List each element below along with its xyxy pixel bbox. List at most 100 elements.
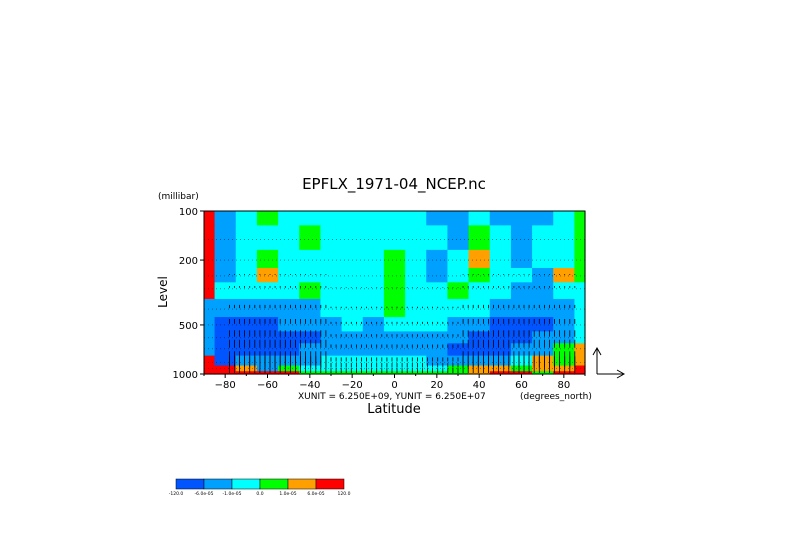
colorbar-label: 0.0 bbox=[256, 491, 263, 497]
contour-cell bbox=[553, 267, 576, 283]
contour-cell bbox=[278, 282, 300, 300]
contour-cell bbox=[532, 371, 554, 375]
contour-cell bbox=[405, 282, 427, 300]
contour-cell bbox=[426, 267, 449, 283]
contour-cell bbox=[468, 249, 491, 269]
contour-cell bbox=[235, 225, 258, 251]
contour-cell bbox=[299, 355, 322, 367]
contour-cell bbox=[383, 317, 406, 332]
contour-cell bbox=[383, 225, 406, 251]
contour-cell bbox=[235, 211, 258, 226]
contour-cell bbox=[468, 355, 491, 367]
contour-cell bbox=[278, 343, 300, 357]
x-axis: −80 −60 −40 −20 0 20 40 60 80 bbox=[203, 374, 586, 391]
contour-cell bbox=[320, 211, 343, 226]
contour-cell bbox=[405, 211, 427, 226]
contour-cell bbox=[341, 371, 364, 375]
contour-cell bbox=[278, 355, 300, 367]
contour-cell bbox=[489, 317, 512, 332]
contour-cell bbox=[510, 211, 533, 226]
contour-cell bbox=[426, 282, 449, 300]
contour-cell bbox=[553, 225, 576, 251]
contour-cell bbox=[447, 317, 470, 332]
x-tick-label: 40 bbox=[473, 380, 486, 391]
contour-cell bbox=[468, 282, 491, 300]
contour-cell bbox=[405, 317, 427, 332]
contour-cell bbox=[426, 365, 449, 372]
contour-cell bbox=[405, 355, 427, 367]
contour-cell bbox=[256, 282, 279, 300]
contour-cell bbox=[532, 225, 554, 251]
contour-cell bbox=[553, 298, 576, 318]
contour-cell bbox=[214, 249, 237, 269]
ep-flux-vectors bbox=[228, 274, 576, 373]
contour-cell bbox=[405, 371, 427, 375]
contour-cell bbox=[532, 267, 554, 283]
contour-cell bbox=[574, 298, 586, 318]
colorbar-swatch bbox=[203, 478, 233, 490]
contour-cell bbox=[447, 211, 470, 226]
contour-cell bbox=[426, 371, 449, 375]
contour-cell bbox=[299, 211, 322, 226]
contour-cell bbox=[510, 317, 533, 332]
colorbar-swatch bbox=[259, 478, 289, 490]
contour-cell bbox=[447, 298, 470, 318]
contour-cell bbox=[426, 355, 449, 367]
reference-vector-key bbox=[592, 346, 626, 379]
contour-cell bbox=[405, 298, 427, 318]
contour-cell bbox=[553, 282, 576, 300]
contour-cell bbox=[468, 331, 491, 344]
contour-cell bbox=[362, 249, 385, 269]
x-axis-label: Latitude bbox=[367, 402, 421, 417]
contour-cell bbox=[341, 355, 364, 367]
colorbar-label: 1.0e-05 bbox=[279, 491, 296, 497]
contour-cell bbox=[299, 225, 322, 251]
contour-cell bbox=[299, 331, 322, 344]
contour-cell bbox=[510, 331, 533, 344]
colorbar-swatch bbox=[287, 478, 317, 490]
contour-cell bbox=[362, 355, 385, 367]
contour-cell bbox=[468, 317, 491, 332]
colorbar-label: -6.0e-05 bbox=[195, 491, 214, 497]
contour-cell bbox=[468, 298, 491, 318]
contour-cell bbox=[256, 249, 279, 269]
contour-cell bbox=[278, 211, 300, 226]
colorbar-swatch bbox=[231, 478, 261, 490]
contour-cell bbox=[256, 225, 279, 251]
contour-cell bbox=[214, 371, 237, 375]
contour-cell bbox=[235, 371, 258, 375]
vector-units-label: XUNIT = 6.250E+09, YUNIT = 6.250E+07 bbox=[298, 392, 486, 402]
contour-cell bbox=[214, 355, 237, 367]
contour-cell bbox=[204, 371, 216, 375]
contour-cell bbox=[320, 267, 343, 283]
contour-cell bbox=[299, 249, 322, 269]
contour-cell bbox=[383, 343, 406, 357]
contour-cell bbox=[489, 211, 512, 226]
contour-cell bbox=[532, 298, 554, 318]
contour-cell bbox=[278, 298, 300, 318]
contour-cell bbox=[426, 317, 449, 332]
contour-cell bbox=[256, 343, 279, 357]
contour-cell bbox=[362, 331, 385, 344]
contour-cell bbox=[426, 298, 449, 318]
contour-cell bbox=[574, 225, 586, 251]
reference-vector-vertical-head bbox=[592, 346, 602, 356]
contour-cell bbox=[468, 225, 491, 251]
contour-cell bbox=[532, 331, 554, 344]
contour-cell bbox=[574, 343, 586, 357]
contour-cell bbox=[320, 317, 343, 332]
contour-cell bbox=[362, 298, 385, 318]
contour-cell bbox=[204, 225, 216, 251]
contour-cell bbox=[214, 282, 237, 300]
contour-cell bbox=[256, 267, 279, 283]
contour-cell bbox=[383, 298, 406, 318]
contour-cell bbox=[383, 365, 406, 372]
contour-cell bbox=[405, 365, 427, 372]
chart-title: EPFLX_1971-04_NCEP.nc bbox=[302, 175, 486, 194]
contour-cell bbox=[256, 211, 279, 226]
x-unit-label: (degrees_north) bbox=[520, 392, 592, 402]
contour-cell bbox=[574, 371, 586, 375]
contour-cell bbox=[341, 249, 364, 269]
contour-cell bbox=[405, 267, 427, 283]
contour-cell bbox=[204, 282, 216, 300]
